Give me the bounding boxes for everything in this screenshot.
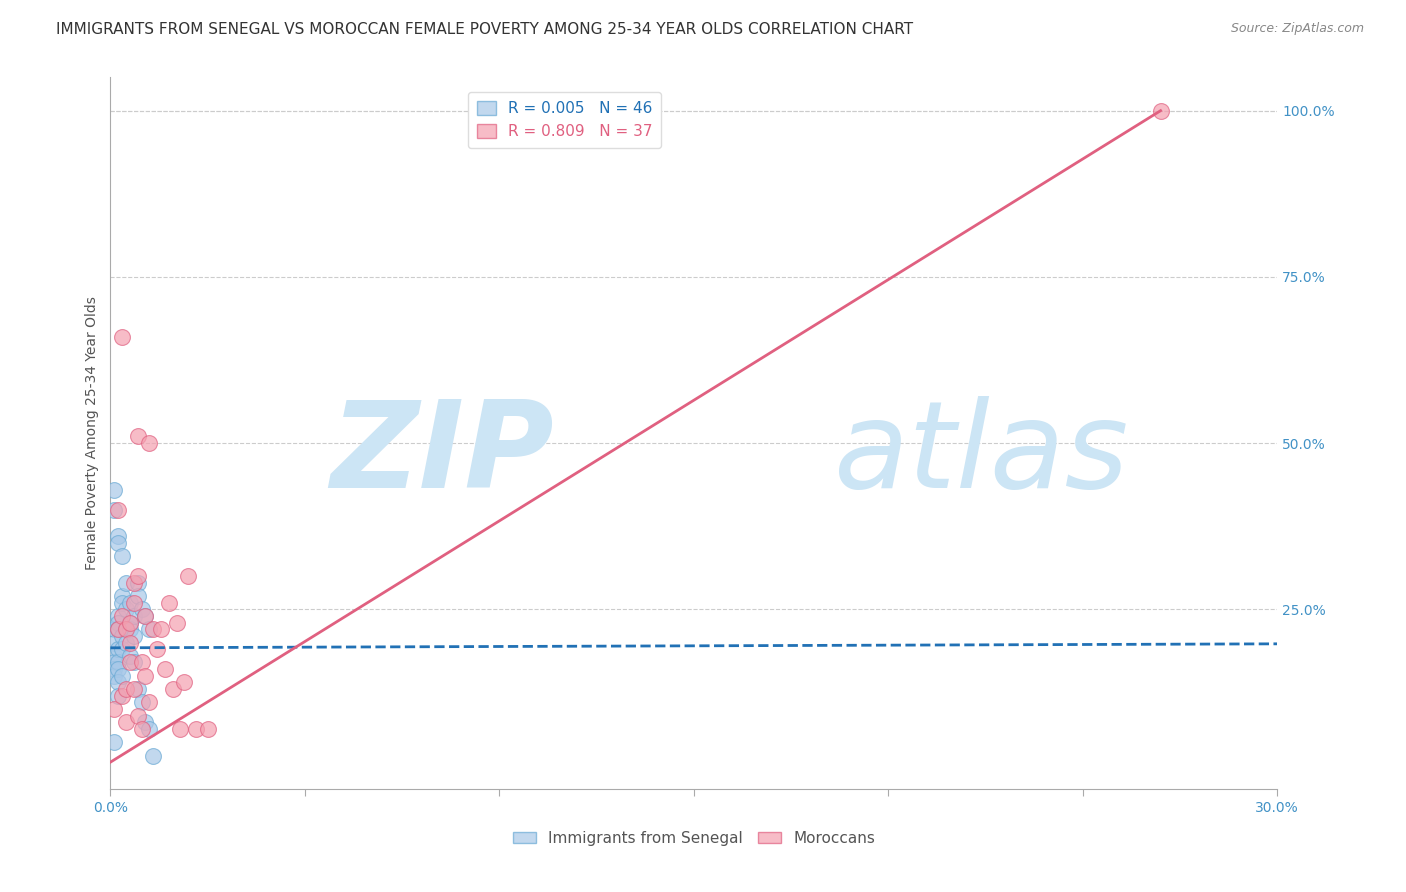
Point (107, 608, 129, 623)
Point (118, 615, 141, 630)
Point (127, 575, 149, 590)
Point (115, 622, 138, 636)
Point (118, 622, 141, 636)
Point (107, 536, 129, 550)
Point (107, 656, 129, 670)
Point (127, 429, 149, 443)
Point (111, 329, 134, 343)
Point (169, 722, 191, 736)
Point (142, 748, 165, 763)
Point (157, 596, 180, 610)
Point (122, 681, 145, 696)
Point (107, 615, 129, 630)
Text: Source: ZipAtlas.com: Source: ZipAtlas.com (1230, 22, 1364, 36)
Point (103, 502, 125, 516)
Point (138, 436, 160, 450)
Point (149, 622, 172, 636)
Point (103, 669, 125, 683)
Point (118, 656, 141, 670)
Point (162, 681, 184, 696)
Point (107, 675, 129, 690)
Point (1149, 103, 1171, 118)
Point (131, 695, 153, 709)
Point (111, 589, 134, 603)
Point (103, 656, 125, 670)
Point (134, 608, 156, 623)
Point (138, 722, 160, 736)
Point (134, 669, 156, 683)
Point (166, 615, 188, 630)
Point (107, 529, 129, 543)
Point (111, 642, 134, 657)
Point (111, 549, 134, 563)
Point (103, 702, 125, 716)
Point (103, 622, 125, 636)
Point (138, 622, 160, 636)
Point (103, 648, 125, 663)
Point (142, 622, 165, 636)
Text: atlas: atlas (834, 396, 1129, 513)
Point (134, 608, 156, 623)
Point (103, 635, 125, 649)
Point (103, 483, 125, 497)
Point (153, 662, 176, 676)
Point (131, 722, 153, 736)
Point (118, 596, 141, 610)
Text: ZIP: ZIP (330, 396, 554, 513)
Point (134, 715, 156, 730)
Y-axis label: Female Poverty Among 25-34 Year Olds: Female Poverty Among 25-34 Year Olds (86, 296, 100, 570)
Point (115, 681, 138, 696)
Point (118, 615, 141, 630)
Point (118, 635, 141, 649)
Point (103, 662, 125, 676)
Point (107, 622, 129, 636)
Point (173, 675, 195, 690)
Point (107, 662, 129, 676)
Point (115, 635, 138, 649)
Point (197, 722, 219, 736)
Point (127, 589, 149, 603)
Point (146, 642, 169, 657)
Point (115, 602, 138, 616)
Point (122, 608, 145, 623)
Point (111, 629, 134, 643)
Point (111, 608, 134, 623)
Point (127, 681, 149, 696)
Point (107, 689, 129, 703)
Point (111, 669, 134, 683)
Point (115, 575, 138, 590)
Point (122, 596, 145, 610)
Point (127, 569, 149, 583)
Point (111, 689, 134, 703)
Point (184, 722, 207, 736)
Point (111, 596, 134, 610)
Point (103, 735, 125, 749)
Point (115, 715, 138, 730)
Point (107, 502, 129, 516)
Legend: R = 0.005   N = 46, R = 0.809   N = 37: R = 0.005 N = 46, R = 0.809 N = 37 (468, 92, 661, 148)
Point (122, 656, 145, 670)
Point (127, 708, 149, 723)
Text: IMMIGRANTS FROM SENEGAL VS MOROCCAN FEMALE POVERTY AMONG 25-34 YEAR OLDS CORRELA: IMMIGRANTS FROM SENEGAL VS MOROCCAN FEMA… (56, 22, 914, 37)
Point (115, 622, 138, 636)
Point (131, 656, 153, 670)
Point (177, 569, 200, 583)
Point (131, 602, 153, 616)
Point (118, 648, 141, 663)
Point (122, 575, 145, 590)
Point (107, 622, 129, 636)
Point (138, 695, 160, 709)
Point (122, 629, 145, 643)
Point (107, 642, 129, 657)
